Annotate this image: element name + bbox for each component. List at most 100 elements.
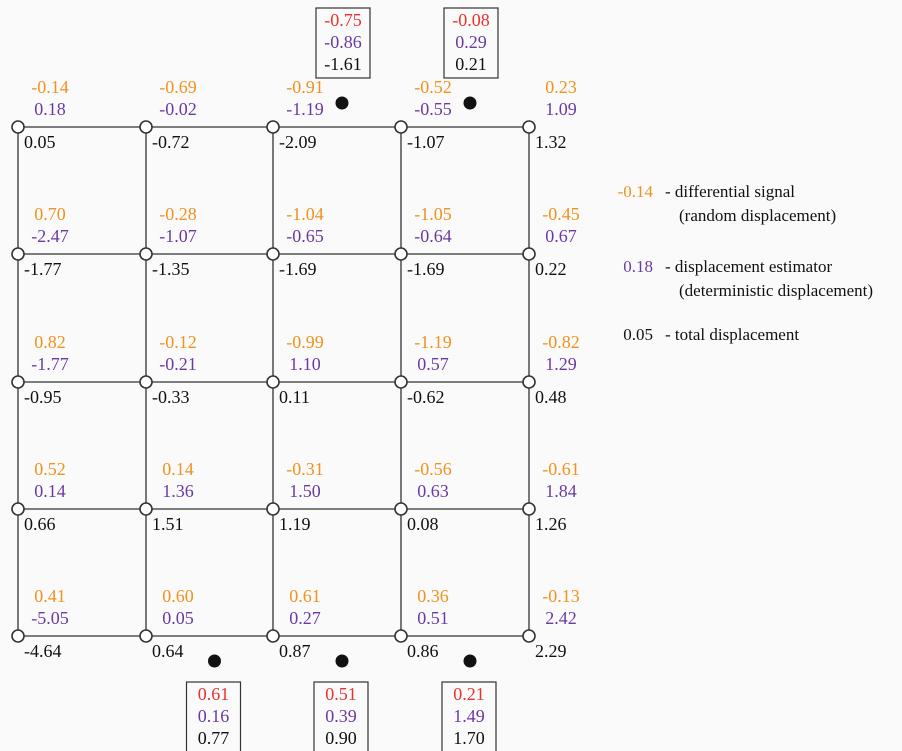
estimator-value: 0.67 bbox=[545, 226, 577, 246]
external-value: 0.51 bbox=[325, 684, 357, 704]
estimator-value: 2.42 bbox=[545, 608, 577, 628]
node-circle bbox=[139, 247, 153, 261]
external-value: 0.61 bbox=[198, 684, 230, 704]
legend-description-detail: (random displacement) bbox=[679, 206, 836, 225]
differential-value: 0.52 bbox=[34, 459, 66, 479]
estimator-value: 1.84 bbox=[545, 481, 577, 501]
external-value-box bbox=[185, 681, 242, 751]
node-circle bbox=[522, 120, 536, 134]
legend-description: - total displacement bbox=[665, 325, 799, 344]
legend-value: -0.14 bbox=[618, 182, 654, 201]
total-value: 1.19 bbox=[279, 514, 311, 534]
estimator-value: 1.36 bbox=[162, 481, 194, 501]
differential-value: -1.04 bbox=[286, 204, 324, 224]
external-value: 0.21 bbox=[455, 54, 487, 74]
estimator-value: -0.55 bbox=[414, 99, 452, 119]
total-value: 0.22 bbox=[535, 259, 567, 279]
node-labels: -0.140.180.05-0.69-0.02-0.72-0.91-1.19-2… bbox=[24, 77, 580, 661]
node-circle bbox=[394, 120, 408, 134]
differential-value: 0.60 bbox=[162, 586, 194, 606]
differential-value: -1.19 bbox=[414, 332, 452, 352]
total-value: -1.07 bbox=[407, 132, 445, 152]
differential-value: 0.61 bbox=[289, 586, 321, 606]
external-value-box bbox=[441, 681, 497, 751]
estimator-value: 0.14 bbox=[34, 481, 66, 501]
external-value: -0.75 bbox=[324, 10, 362, 30]
external-value-box bbox=[443, 7, 499, 79]
differential-value: 0.14 bbox=[162, 459, 194, 479]
total-value: 0.86 bbox=[407, 641, 439, 661]
node-circle bbox=[11, 375, 25, 389]
estimator-value: -0.02 bbox=[159, 99, 197, 119]
differential-value: -0.61 bbox=[542, 459, 580, 479]
estimator-value: 0.27 bbox=[289, 608, 321, 628]
estimator-value: 1.09 bbox=[545, 99, 577, 119]
node-circle bbox=[266, 375, 280, 389]
total-value: -1.35 bbox=[152, 259, 190, 279]
estimator-value: 0.51 bbox=[417, 608, 449, 628]
external-point-dot bbox=[463, 96, 477, 110]
node-circle bbox=[11, 247, 25, 261]
external-value: -0.86 bbox=[324, 32, 362, 52]
node-circle bbox=[11, 502, 25, 516]
external-value: 0.29 bbox=[455, 32, 487, 52]
differential-value: -0.56 bbox=[414, 459, 452, 479]
legend-description: - displacement estimator bbox=[665, 257, 832, 276]
total-value: -0.33 bbox=[152, 387, 190, 407]
external-point-dot bbox=[463, 654, 477, 668]
external-value-box bbox=[313, 681, 369, 751]
estimator-value: -1.19 bbox=[286, 99, 324, 119]
estimator-value: -0.21 bbox=[159, 354, 197, 374]
node-circle bbox=[522, 502, 536, 516]
total-value: 0.11 bbox=[279, 387, 310, 407]
node-circle bbox=[139, 502, 153, 516]
differential-value: -0.52 bbox=[414, 77, 452, 97]
total-value: -0.62 bbox=[407, 387, 445, 407]
differential-value: -0.13 bbox=[542, 586, 580, 606]
total-value: 1.51 bbox=[152, 514, 184, 534]
node-circle bbox=[394, 375, 408, 389]
node-circle bbox=[522, 247, 536, 261]
differential-value: 0.70 bbox=[34, 204, 66, 224]
external-value: 1.49 bbox=[453, 706, 485, 726]
total-value: 0.08 bbox=[407, 514, 439, 534]
node-circle bbox=[522, 629, 536, 643]
external-dots bbox=[208, 96, 477, 668]
node-circle bbox=[11, 120, 25, 134]
differential-value: -0.45 bbox=[542, 204, 580, 224]
external-value: 0.77 bbox=[198, 728, 230, 748]
total-value: -2.09 bbox=[279, 132, 317, 152]
total-value: 0.87 bbox=[279, 641, 311, 661]
legend-value: 0.18 bbox=[623, 257, 653, 276]
estimator-value: 0.18 bbox=[34, 99, 66, 119]
node-circle bbox=[139, 629, 153, 643]
external-point-dot bbox=[335, 96, 349, 110]
total-value: 1.26 bbox=[535, 514, 567, 534]
total-value: 2.29 bbox=[535, 641, 567, 661]
total-value: 0.66 bbox=[24, 514, 56, 534]
total-value: -1.69 bbox=[279, 259, 317, 279]
differential-value: 0.82 bbox=[34, 332, 66, 352]
node-circle bbox=[139, 375, 153, 389]
differential-value: -0.14 bbox=[31, 77, 69, 97]
external-point-dot bbox=[208, 654, 221, 668]
estimator-value: -5.05 bbox=[31, 608, 69, 628]
node-circle bbox=[266, 120, 280, 134]
external-value-box bbox=[315, 7, 371, 79]
total-value: -0.95 bbox=[24, 387, 62, 407]
differential-value: 0.23 bbox=[545, 77, 577, 97]
node-circle bbox=[394, 247, 408, 261]
estimator-value: -1.77 bbox=[31, 354, 69, 374]
total-value: -1.69 bbox=[407, 259, 445, 279]
estimator-value: 0.05 bbox=[162, 608, 194, 628]
external-value: -1.61 bbox=[324, 54, 362, 74]
estimator-value: 1.29 bbox=[545, 354, 577, 374]
external-value: 0.21 bbox=[453, 684, 485, 704]
total-value: -1.77 bbox=[24, 259, 62, 279]
estimator-value: 1.10 bbox=[289, 354, 321, 374]
external-value: 0.16 bbox=[198, 706, 230, 726]
total-value: -4.64 bbox=[24, 641, 62, 661]
estimator-value: 1.50 bbox=[289, 481, 321, 501]
legend-description: - differential signal bbox=[665, 182, 795, 201]
node-circle bbox=[11, 629, 25, 643]
